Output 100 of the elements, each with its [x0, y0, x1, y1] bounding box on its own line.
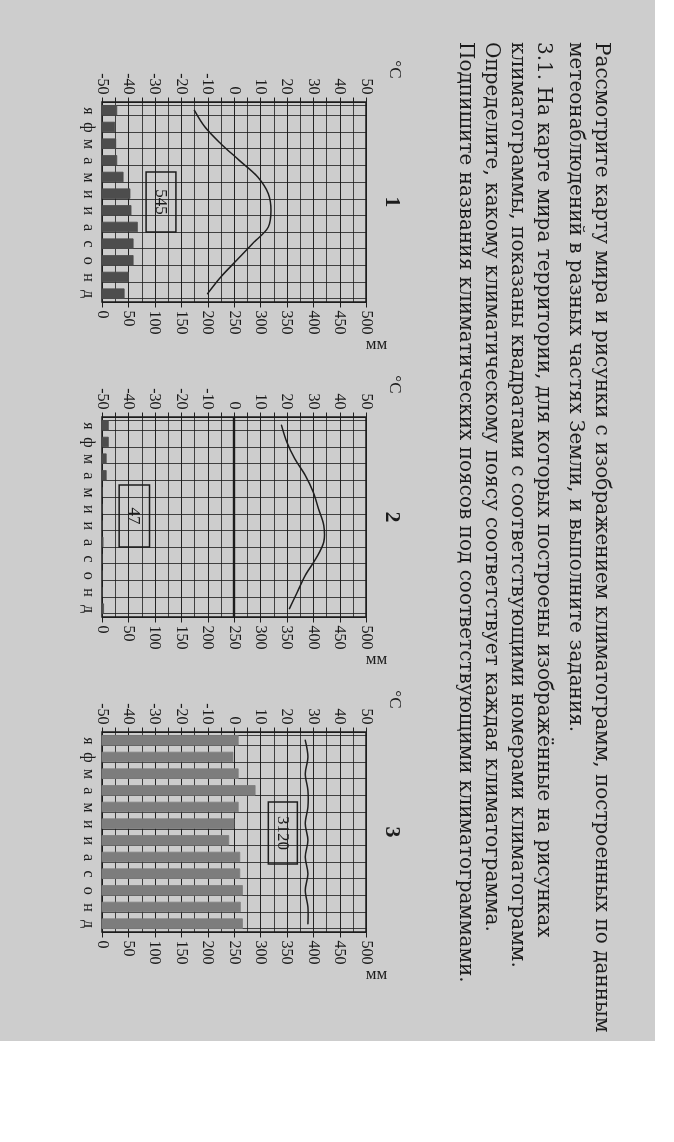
bar — [101, 768, 239, 779]
bar — [101, 751, 234, 763]
y-tick-label: а — [80, 157, 98, 165]
x-tick-label: 500 — [358, 310, 376, 335]
x2-tick-label: 30 — [305, 393, 323, 410]
x-tick-label: 50 — [120, 625, 138, 642]
y-tick-label: а — [80, 787, 98, 795]
x-tick-label: 300 — [252, 625, 270, 650]
x-tick-label: 150 — [173, 940, 191, 965]
y-tick-label: и — [80, 504, 98, 514]
y-tick-label: н — [80, 903, 98, 913]
annotation: 47 — [125, 507, 145, 525]
y-tick-label: ф — [79, 437, 98, 448]
x2-tick-label: -30 — [147, 388, 165, 410]
y-tick-label: о — [80, 256, 98, 265]
x2-tick-label: 10 — [252, 393, 270, 410]
bar — [101, 801, 239, 813]
y-tick-label: а — [80, 472, 98, 480]
y-tick-label: а — [80, 853, 98, 862]
x-tick-label: 100 — [147, 625, 165, 650]
x-tick-label: 50 — [120, 310, 138, 327]
x-tick-label: 350 — [279, 625, 297, 650]
x2-tick-label: -40 — [120, 73, 138, 95]
y-tick-label: и — [80, 836, 98, 846]
y-tick-label: и — [80, 521, 98, 531]
x-tick-label: 50 — [120, 940, 138, 957]
bar — [101, 818, 235, 829]
y-tick-label: н — [80, 588, 98, 598]
x2-tick-label: -40 — [120, 388, 138, 410]
x-tick-label: 0 — [94, 310, 112, 319]
y-tick-label: м — [80, 172, 98, 183]
y-tick-label: с — [80, 555, 98, 563]
x2-tick-label: 30 — [305, 708, 323, 725]
y-tick-label: я — [80, 107, 98, 116]
y-tick-label: а — [80, 538, 98, 547]
bar — [101, 901, 241, 913]
text: Рассмотрите карту мира и рисунки с изображением климатограмм, построенных по данным метеонаблюдений в разных частях Земли, и выполните задания. — [565, 42, 615, 1033]
x-tick-label: 350 — [279, 940, 297, 965]
x-tick-label: 350 — [279, 310, 297, 335]
x2-axis-title: °C — [385, 60, 405, 79]
y-tick-label: н — [80, 273, 98, 283]
x2-tick-label: -10 — [200, 388, 218, 410]
x-tick-label: 100 — [147, 310, 165, 335]
x-tick-label: 400 — [305, 940, 323, 965]
x-tick-label: 100 — [147, 940, 165, 965]
y-tick-label: с — [80, 240, 98, 248]
x2-tick-label: 0 — [226, 401, 244, 410]
x-tick-label: 250 — [226, 940, 244, 965]
bar — [101, 885, 243, 896]
x2-tick-label: 40 — [332, 78, 350, 95]
y-tick-label: о — [80, 886, 98, 895]
x2-axis-title: °C — [385, 375, 405, 394]
x-tick-label: 200 — [200, 625, 218, 650]
x2-tick-label: 0 — [226, 86, 244, 95]
x-tick-label: 200 — [200, 940, 218, 965]
y-tick-label: я — [80, 422, 98, 431]
annotation: 545 — [152, 189, 171, 215]
x2-tick-label: -50 — [94, 703, 112, 725]
text: 2 — [381, 511, 406, 523]
x-tick-label: 500 — [358, 625, 376, 650]
x2-tick-label: -50 — [94, 73, 112, 95]
y-tick-label: а — [80, 223, 98, 232]
y-tick-label: ф — [79, 752, 98, 763]
x2-tick-label: -20 — [173, 388, 191, 410]
x-tick-label: 500 — [358, 940, 376, 965]
x-tick-label: 250 — [226, 625, 244, 650]
y-tick-label: и — [80, 819, 98, 829]
x2-tick-label: 20 — [279, 708, 297, 725]
y-tick-label: я — [80, 737, 98, 746]
x2-tick-label: 40 — [332, 393, 350, 410]
y-tick-label: м — [80, 487, 98, 498]
y-tick-label: д — [79, 920, 98, 929]
x-tick-label: 0 — [94, 625, 112, 634]
x2-tick-label: -20 — [173, 703, 191, 725]
x2-tick-label: -30 — [147, 703, 165, 725]
x-tick-label: 200 — [200, 310, 218, 335]
x-tick-label: 400 — [305, 625, 323, 650]
x-tick-label: 400 — [305, 310, 323, 335]
x2-tick-label: -10 — [200, 703, 218, 725]
bar — [101, 735, 239, 746]
x2-tick-label: 50 — [358, 78, 376, 95]
x2-tick-label: 30 — [305, 78, 323, 95]
x-axis-title: мм — [365, 963, 388, 983]
y-tick-label: и — [80, 189, 98, 199]
bar — [101, 918, 243, 929]
y-tick-label: м — [80, 454, 98, 465]
x2-tick-label: 50 — [358, 708, 376, 725]
y-tick-label: д — [79, 605, 98, 614]
x2-tick-label: 0 — [226, 716, 244, 725]
text: 3 — [381, 826, 406, 838]
x-tick-label: 450 — [332, 310, 350, 335]
bar — [101, 785, 256, 796]
x2-tick-label: -50 — [94, 388, 112, 410]
text: 3.1. На карте мира территории, для которых построены изображённые на рисунках климатограммы, показаны квадратами с соответствующими номерами климатограмм. Определите, какому климатическому поясу соответствует каждая климатограмма. Подпишите названия климатических поясов под соответствующими климатограммами. — [455, 42, 557, 983]
x2-tick-label: 20 — [279, 78, 297, 95]
bar — [101, 835, 230, 846]
y-tick-label: о — [80, 571, 98, 580]
x2-tick-label: -40 — [120, 703, 138, 725]
x2-tick-label: 10 — [252, 708, 270, 725]
x-tick-label: 250 — [226, 310, 244, 335]
